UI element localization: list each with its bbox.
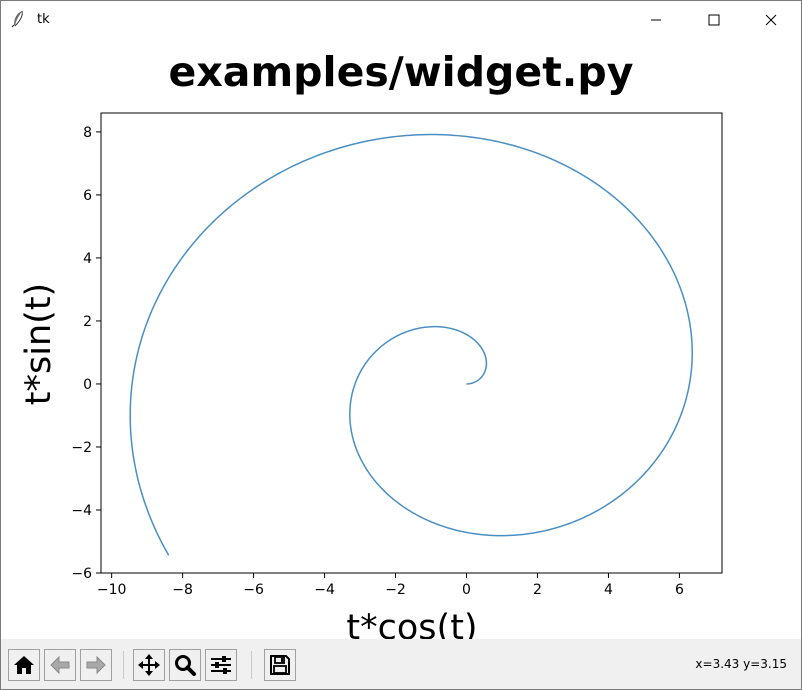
navigation-toolbar: x=3.43 y=3.15 — [1, 639, 801, 689]
minimize-button[interactable] — [633, 1, 679, 39]
plot-frame — [100, 112, 723, 574]
feather-icon — [11, 10, 23, 28]
x-axis-label: t*cos(t) — [346, 608, 477, 639]
y-tick-label: 0 — [83, 377, 92, 393]
zoom-button[interactable] — [169, 649, 201, 681]
sliders-icon — [211, 656, 231, 674]
floppy-disk-icon — [270, 655, 290, 675]
minimize-icon — [651, 19, 661, 21]
y-tick-label: −4 — [71, 503, 92, 519]
back-button[interactable] — [44, 649, 76, 681]
x-tick-label: −4 — [314, 582, 335, 598]
title-bar[interactable]: tk — [1, 1, 801, 39]
y-tick-label: 2 — [83, 314, 92, 330]
window-title: tk — [37, 12, 50, 27]
pan-button[interactable] — [133, 649, 165, 681]
x-tick-label: −8 — [172, 582, 193, 598]
home-icon — [14, 656, 34, 674]
magnifier-icon — [175, 655, 196, 676]
toolbar-separator — [123, 651, 124, 679]
maximize-icon — [708, 14, 720, 26]
subplots-button[interactable] — [205, 649, 237, 681]
x-axis: −10 −8 −6 −4 −2 0 2 4 6 — [97, 573, 684, 598]
chart[interactable]: examples/widget.py −10 −8 −6 −4 −2 0 2 4 6 −6−4−… — [1, 39, 801, 639]
y-axis: −6 −4 −2 0 2 4 6 8 — [71, 125, 101, 582]
maximize-button[interactable] — [691, 1, 737, 39]
home-button[interactable] — [8, 649, 40, 681]
x-tick-label: −6 — [243, 582, 264, 598]
move-icon — [138, 654, 160, 676]
figure-canvas[interactable]: examples/widget.py −10 −8 −6 −4 −2 0 2 4 6 −6 −4−… — [1, 39, 801, 639]
close-icon — [765, 14, 777, 26]
y-tick-label: 4 — [83, 251, 92, 267]
x-tick-label: 4 — [604, 582, 613, 598]
arrow-left-icon — [50, 655, 70, 675]
forward-button[interactable] — [80, 649, 112, 681]
x-tick-label: 0 — [462, 582, 471, 598]
close-button[interactable] — [748, 1, 794, 39]
y-tick-label: −2 — [71, 440, 92, 456]
coordinate-readout: x=3.43 y=3.15 — [695, 657, 787, 671]
x-tick-label: 6 — [675, 582, 684, 598]
chart-title: examples/widget.py — [169, 48, 634, 96]
spiral-series-line — [129, 133, 693, 556]
toolbar-separator — [251, 651, 252, 679]
x-tick-label: −2 — [385, 582, 406, 598]
y-tick-label: 8 — [83, 125, 92, 141]
y-axis-label: t*sin(t) — [19, 283, 59, 405]
arrow-right-icon — [86, 655, 106, 675]
x-tick-label: −10 — [97, 582, 127, 598]
y-tick-label: −6 — [71, 566, 92, 582]
x-tick-label: 2 — [533, 582, 542, 598]
y-tick-label: 6 — [83, 188, 92, 204]
save-button[interactable] — [264, 649, 296, 681]
